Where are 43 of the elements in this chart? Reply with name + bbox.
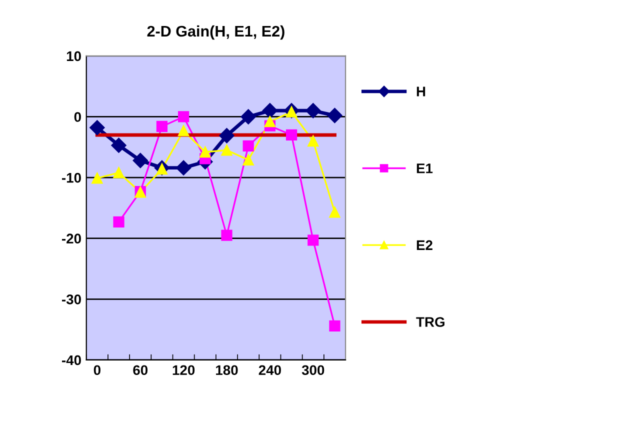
y-tick-label: -30 (62, 294, 81, 304)
point (286, 129, 298, 141)
point (221, 230, 232, 241)
point (132, 152, 148, 168)
y-tick-label: -10 (62, 172, 81, 183)
point (90, 120, 105, 136)
point (308, 234, 319, 246)
legend-label: H (416, 86, 426, 96)
point (113, 167, 124, 178)
legend-label: E2 (416, 240, 432, 250)
point (111, 138, 126, 153)
point (176, 160, 192, 176)
legend-label: TRG (416, 317, 444, 327)
point (329, 206, 340, 218)
x-tick-label: 300 (302, 365, 324, 376)
point (306, 103, 321, 118)
y-tick-label: 0 (74, 112, 81, 122)
y-tick-label: -40 (62, 355, 81, 366)
x-tick-label: 120 (172, 365, 195, 376)
point (219, 128, 234, 144)
point (308, 136, 319, 147)
point (262, 103, 278, 118)
x-tick-label: 240 (258, 365, 281, 376)
x-tick-label: 180 (216, 365, 238, 376)
point (264, 116, 276, 128)
point (200, 146, 211, 158)
point (242, 140, 254, 152)
point (178, 125, 190, 136)
point (178, 111, 190, 122)
x-tick-label: 60 (133, 365, 148, 376)
y-tick-label: 10 (66, 51, 81, 62)
point (240, 109, 256, 124)
legend-label: E1 (416, 164, 433, 174)
point (329, 320, 340, 332)
point (242, 154, 254, 166)
point (221, 144, 232, 156)
x-tick-label: 0 (94, 365, 100, 376)
y-tick-label: -20 (62, 234, 81, 244)
point (113, 216, 124, 228)
point (156, 120, 168, 132)
point (92, 172, 103, 184)
point (327, 108, 342, 124)
chart-title: 2-D Gain(H, E1, E2) (147, 25, 284, 40)
